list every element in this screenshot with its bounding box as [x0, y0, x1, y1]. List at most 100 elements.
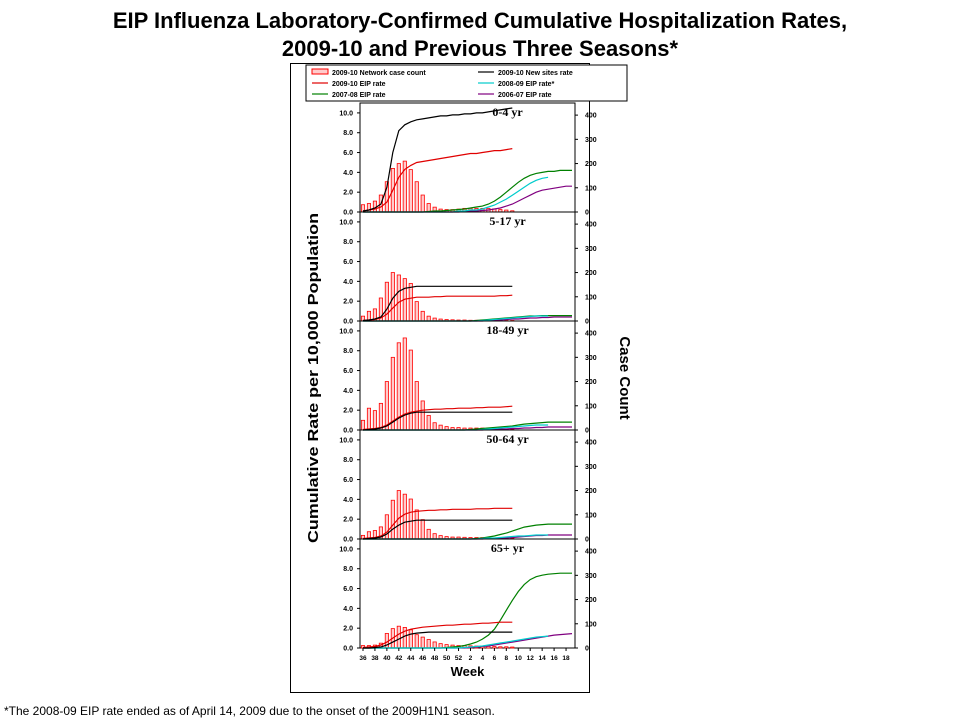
- right-tick-label: 200: [585, 488, 597, 495]
- right-tick-label: 100: [585, 403, 597, 410]
- panel-label: 50-64 yr: [486, 432, 529, 446]
- x-tick-label: 50: [443, 655, 451, 662]
- series-line-new-sites: [362, 107, 513, 212]
- left-axis-title: Cumulative Rate per 10,000 Population: [305, 213, 322, 543]
- right-tick-label: 200: [585, 161, 597, 168]
- right-tick-label: 400: [585, 222, 597, 229]
- case-count-bar: [426, 315, 431, 322]
- case-count-bar: [420, 310, 425, 322]
- case-count-bar: [414, 381, 419, 431]
- series-line-rate-2008-09: [363, 635, 549, 649]
- case-count-bar: [510, 646, 515, 649]
- case-count-bar: [492, 646, 497, 649]
- case-count-bar: [414, 634, 419, 649]
- right-axis-title: Case Count: [616, 336, 633, 419]
- x-tick-label: 48: [431, 655, 439, 662]
- case-count-bar: [402, 493, 407, 540]
- right-tick-label: 100: [585, 294, 597, 301]
- left-tick-label: 10.0: [339, 110, 353, 117]
- panel-label: 5-17 yr: [489, 214, 526, 228]
- left-tick-label: 8.0: [343, 348, 353, 355]
- case-count-bar: [366, 407, 372, 431]
- right-tick-label: 400: [585, 113, 597, 120]
- case-count-bar: [432, 533, 437, 540]
- left-tick-label: 8.0: [343, 130, 353, 137]
- left-tick-label: 4.0: [343, 170, 353, 177]
- series-line-rate-2009-10: [362, 507, 513, 540]
- left-tick-label: 10.0: [339, 219, 353, 226]
- right-tick-label: 400: [585, 331, 597, 338]
- x-tick-label: 52: [455, 655, 463, 662]
- legend-entry-label: 2009-10 Network case count: [332, 70, 426, 77]
- left-tick-label: 2.0: [343, 626, 353, 633]
- left-tick-label: 2.0: [343, 517, 353, 524]
- case-count-bar: [432, 641, 437, 649]
- left-tick-label: 6.0: [343, 477, 353, 484]
- case-count-bar: [390, 356, 395, 431]
- x-tick-label: 18: [562, 655, 570, 662]
- legend-entry-label: 2008-09 EIP rate*: [498, 81, 555, 88]
- legend-entry-label: 2007-08 EIP rate: [332, 92, 386, 99]
- right-tick-label: 0: [585, 428, 589, 435]
- left-tick-label: 0.0: [343, 537, 353, 544]
- left-tick-label: 6.0: [343, 368, 353, 375]
- legend-entry-label: 2006-07 EIP rate: [498, 92, 552, 99]
- series-line-new-sites: [363, 631, 513, 649]
- right-tick-label: 300: [585, 246, 597, 253]
- x-tick-label: 42: [395, 655, 403, 662]
- left-tick-label: 8.0: [343, 239, 353, 246]
- case-count-bar: [414, 301, 419, 322]
- left-tick-label: 4.0: [343, 388, 353, 395]
- left-tick-label: 0.0: [343, 428, 353, 435]
- case-count-bar: [414, 181, 419, 213]
- case-count-bar: [360, 419, 366, 431]
- case-count-bar: [396, 274, 401, 322]
- case-count-bar: [396, 625, 401, 649]
- case-count-bar: [426, 528, 431, 540]
- x-tick-label: 12: [527, 655, 535, 662]
- case-count-bar: [420, 194, 425, 213]
- case-count-bar: [408, 283, 413, 322]
- case-count-bar: [408, 169, 413, 213]
- x-axis-title: Week: [451, 664, 485, 679]
- left-tick-label: 0.0: [343, 319, 353, 326]
- left-tick-label: 2.0: [343, 299, 353, 306]
- footnote: *The 2008-09 EIP rate ended as of April …: [4, 704, 495, 718]
- case-count-bar: [498, 646, 503, 649]
- case-count-bar: [504, 646, 509, 649]
- case-count-bar: [420, 400, 425, 431]
- left-tick-label: 8.0: [343, 566, 353, 573]
- series-line-rate-2009-10: [362, 405, 513, 431]
- case-count-bar: [384, 381, 389, 431]
- panel-label: 65+ yr: [491, 541, 525, 555]
- legend-box: [305, 64, 628, 102]
- right-tick-label: 200: [585, 597, 597, 604]
- x-tick-label: 2: [469, 655, 473, 662]
- x-tick-label: 14: [539, 655, 547, 662]
- case-count-bar: [408, 349, 413, 431]
- right-tick-label: 200: [585, 379, 597, 386]
- case-count-bar: [384, 514, 389, 540]
- case-count-bar: [432, 422, 437, 431]
- right-tick-label: 300: [585, 355, 597, 362]
- series-line-new-sites: [362, 285, 513, 322]
- series-line-rate-2009-10: [362, 621, 513, 649]
- right-tick-label: 0: [585, 319, 589, 326]
- right-tick-label: 300: [585, 464, 597, 471]
- panel-label: 18-49 yr: [486, 323, 529, 337]
- chart-title-line2: 2009-10 and Previous Three Seasons*: [281, 36, 679, 61]
- case-count-bar: [426, 639, 431, 649]
- x-tick-label: 46: [419, 655, 427, 662]
- left-tick-label: 2.0: [343, 190, 353, 197]
- left-tick-label: 4.0: [343, 606, 353, 613]
- x-tick-label: 40: [383, 655, 391, 662]
- left-tick-label: 4.0: [343, 497, 353, 504]
- x-tick-label: 10: [515, 655, 523, 662]
- case-count-bar: [426, 415, 431, 431]
- case-count-bar: [396, 490, 401, 540]
- case-count-bar: [372, 410, 377, 431]
- left-tick-label: 8.0: [343, 457, 353, 464]
- panel-label: 0-4 yr: [492, 105, 523, 119]
- case-count-bar: [396, 163, 401, 213]
